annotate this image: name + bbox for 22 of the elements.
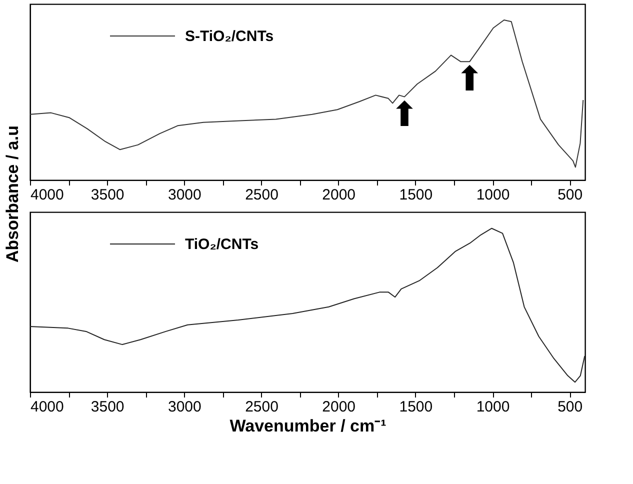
x-tick-label: 2500 xyxy=(245,398,278,416)
y-axis-title: Absorbance / a.u xyxy=(3,126,22,262)
x-tick-label: 1500 xyxy=(399,398,433,416)
x-tick-label: 2000 xyxy=(322,186,356,204)
x-tick-label: 1000 xyxy=(476,398,510,416)
x-tick-label: 3500 xyxy=(90,398,124,416)
annotation: ⬆ xyxy=(390,94,419,135)
x-tick-label: 4000 xyxy=(30,186,64,204)
x-tick-label: 2500 xyxy=(245,186,278,204)
x-tick-label: 500 xyxy=(558,398,583,416)
x-tick-label: 1500 xyxy=(399,186,433,204)
x-tick-label: 500 xyxy=(558,186,583,204)
x-tick-label: 3500 xyxy=(90,186,124,204)
annotation: ⬆ xyxy=(455,60,484,100)
legend-label: TiO₂/CNTs xyxy=(185,236,259,253)
x-tick-label: 3000 xyxy=(168,186,202,204)
x-tick-label: 1000 xyxy=(476,186,510,204)
x-axis-title: Wavenumber / cm⁻¹ xyxy=(230,416,387,436)
x-tick-label: 2000 xyxy=(322,398,356,416)
legend-label: S-TiO₂/CNTs xyxy=(185,28,274,45)
x-tick-label: 3000 xyxy=(168,398,202,416)
x-tick-label: 4000 xyxy=(30,398,64,416)
